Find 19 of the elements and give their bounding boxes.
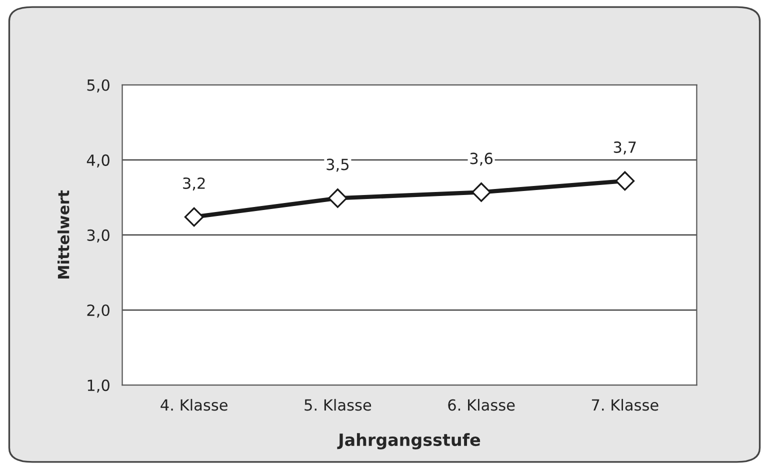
data-label: 3,5 [326,158,348,172]
x-tick-label: 7. Klasse [592,398,658,411]
point [615,171,635,191]
y-tick-label: 3,0 [87,229,110,243]
x-tick-label: 6. Klasse [448,398,515,411]
data-label: 3,6 [470,152,492,166]
x-axis-title: Jahrgangsstufe [337,433,480,450]
point [328,188,348,208]
y-tick-label: 5,0 [87,79,110,92]
data-label: 3,2 [183,177,205,191]
y-tick-label: 4,0 [86,154,110,168]
data-label: 3,7 [614,141,636,155]
y-axis-title: Mittelwert [57,190,70,279]
y-tick-label: 1,0 [88,380,110,393]
x-tick-label: 5. Klasse [304,398,372,411]
x-tick-label: 4. Klasse [160,398,228,411]
point [184,207,204,227]
point [472,182,491,202]
y-tick-label: 2,0 [87,304,110,318]
